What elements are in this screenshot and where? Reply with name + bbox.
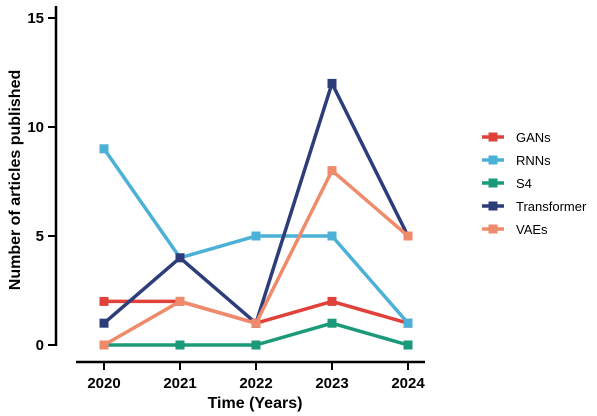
x-axis-title: Time (Years) <box>208 395 303 412</box>
legend-swatch-marker <box>488 178 498 188</box>
s4-point <box>251 340 261 350</box>
rnns-point <box>251 231 261 241</box>
legend-item-vaes: VAEs <box>482 222 548 237</box>
rnns-point <box>99 144 109 154</box>
legend-label: RNNs <box>516 153 551 168</box>
transformer-line <box>102 81 410 325</box>
x-tick-label: 2024 <box>391 375 425 392</box>
s4-point <box>175 340 185 350</box>
y-axis-title: Number of articles published <box>7 70 24 290</box>
rnns-point <box>403 318 413 328</box>
legend-item-s4: S4 <box>482 176 532 191</box>
legend-swatch-marker <box>488 155 498 165</box>
vaes-point <box>175 296 185 306</box>
x-tick-label: 2020 <box>87 375 120 392</box>
legend-item-transformer: Transformer <box>482 199 587 214</box>
axes <box>54 6 425 364</box>
x-tick-label: 2022 <box>239 375 272 392</box>
legend-label: VAEs <box>516 222 548 237</box>
transformer-point <box>175 253 185 263</box>
gans-point <box>327 296 337 306</box>
gans-point <box>99 296 109 306</box>
s4-point <box>327 318 337 328</box>
y-tick-label: 5 <box>36 228 44 245</box>
vaes-point <box>99 340 109 350</box>
rnns-point <box>327 231 337 241</box>
legend-item-gans: GANs <box>482 130 551 145</box>
vaes-point <box>251 318 261 328</box>
y-tick-label: 15 <box>27 10 44 27</box>
x-tick-label: 2021 <box>163 375 196 392</box>
series-vaes <box>99 166 413 350</box>
legend-swatch-marker <box>488 132 498 142</box>
s4-point <box>403 340 413 350</box>
y-tick-label: 0 <box>36 337 44 354</box>
vaes-point <box>327 166 337 176</box>
x-tick-label: 2023 <box>315 375 348 392</box>
legend-swatch-marker <box>488 224 498 234</box>
x-ticks: 2020 2021 2022 2023 2024 <box>87 362 425 392</box>
transformer-point <box>327 78 337 88</box>
vaes-point <box>403 231 413 241</box>
series-group <box>99 78 413 350</box>
legend-label: GANs <box>516 130 551 145</box>
transformer-point <box>99 318 109 328</box>
legend: GANs RNNs S4 Transformer VAEs <box>482 130 587 237</box>
legend-label: S4 <box>516 176 532 191</box>
y-tick-label: 10 <box>27 119 44 136</box>
series-transformer <box>99 78 413 328</box>
y-ticks: 0 5 10 15 <box>27 10 56 354</box>
legend-swatch-marker <box>488 201 498 211</box>
legend-item-rnns: RNNs <box>482 153 551 168</box>
legend-label: Transformer <box>516 199 587 214</box>
